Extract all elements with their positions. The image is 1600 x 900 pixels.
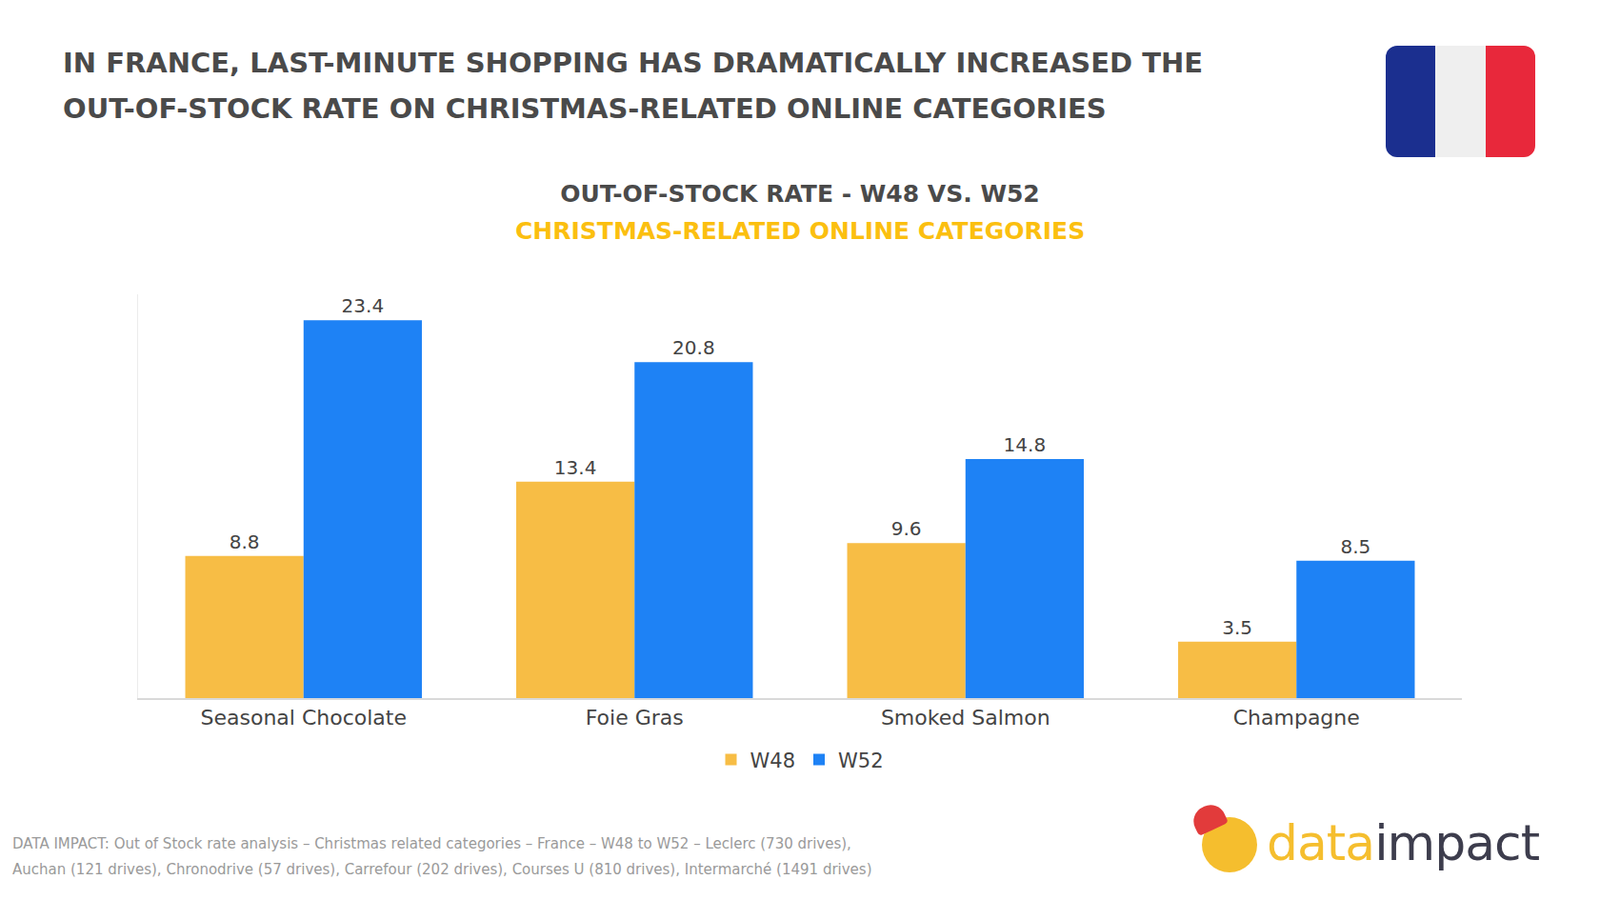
html-text:data impact: data impact xyxy=(1266,814,1540,872)
svg-text:20.8: 20.8 xyxy=(672,336,716,360)
svg-text:W52: W52 xyxy=(838,749,884,773)
svg-text:8.5: 8.5 xyxy=(1340,535,1371,559)
html-text:IN FRANCE, LAST-MINUTE SHOPPIN: IN FRANCE, LAST-MINUTE SHOPPING HAS DRAM… xyxy=(62,46,1203,80)
html-text:Auchan (121 drives), Chronodri: Auchan (121 drives), Chronodrive (57 dri… xyxy=(12,860,872,879)
svg-text:Seasonal Chocolate: Seasonal Chocolate xyxy=(200,705,407,730)
svg-text:Champagne: Champagne xyxy=(1233,705,1360,730)
svg-text:14.8: 14.8 xyxy=(1003,433,1047,457)
svg-text:13.4: 13.4 xyxy=(554,456,598,480)
svg-text:Smoked Salmon: Smoked Salmon xyxy=(880,705,1051,730)
html-text:OUT-OF-STOCK RATE ON CHRISTMAS: OUT-OF-STOCK RATE ON CHRISTMAS-RELATED O… xyxy=(62,92,1107,125)
svg-text:8.8: 8.8 xyxy=(229,530,260,554)
svg-text:OUT-OF-STOCK RATE - W48 VS. W5: OUT-OF-STOCK RATE - W48 VS. W52 xyxy=(560,180,1040,208)
svg-text:23.4: 23.4 xyxy=(341,294,385,318)
html-text:DATA IMPACT: Out of Stock rate: DATA IMPACT: Out of Stock rate analysis … xyxy=(12,835,852,853)
svg-text:Foie Gras: Foie Gras xyxy=(585,705,684,730)
svg-text:CHRISTMAS-RELATED ONLINE CATEG: CHRISTMAS-RELATED ONLINE CATEGORIES xyxy=(515,217,1085,245)
svg-text:9.6: 9.6 xyxy=(891,517,922,540)
svg-text:W48: W48 xyxy=(750,749,797,773)
svg-text:3.5: 3.5 xyxy=(1221,616,1253,640)
